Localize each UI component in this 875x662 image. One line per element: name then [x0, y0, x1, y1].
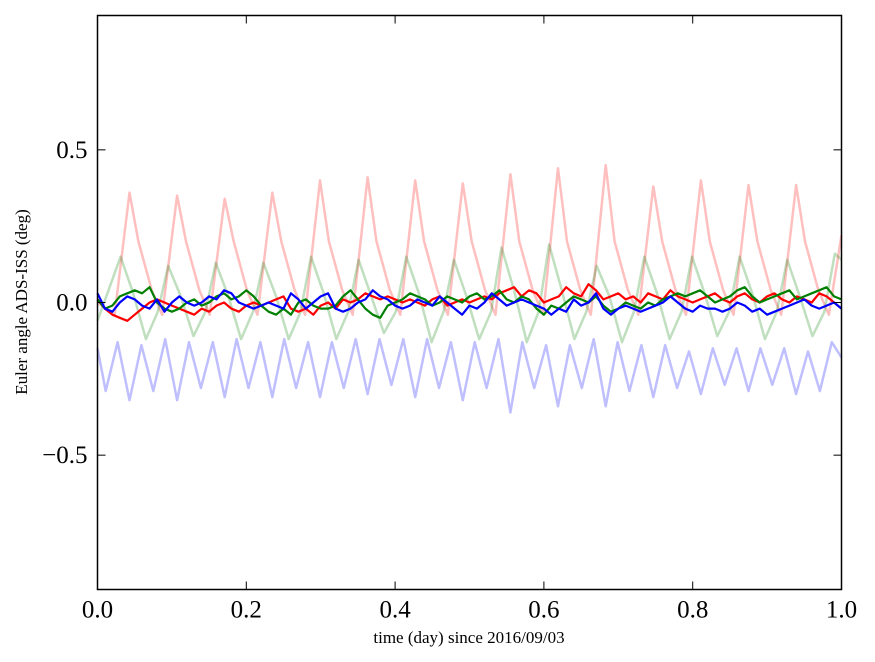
- ticks: 0.0 0.2 0.4 0.6 0.8 1.0 −0.5 0.0 0.5: [42, 15, 857, 624]
- pale-series-line-1: [96, 243, 843, 344]
- x-tick-label: 0.2: [231, 597, 262, 624]
- y-tick-label: −0.5: [42, 442, 87, 469]
- x-tick-label: 0.6: [528, 597, 559, 624]
- pale-series-line-2: [96, 337, 843, 414]
- x-tick-label: 0.4: [379, 597, 411, 624]
- x-tick-label: 0.0: [82, 597, 113, 624]
- pale-series-line-0: [96, 163, 843, 316]
- series-line-0: [96, 283, 843, 322]
- plot-lines: [96, 163, 843, 414]
- series-line-2: [96, 289, 843, 316]
- x-tick-label: 0.8: [677, 597, 708, 624]
- x-tick-label: 1.0: [826, 597, 857, 624]
- y-tick-label: 0.0: [56, 290, 87, 317]
- y-axis-label: Euler angle ADS-ISS (deg): [12, 209, 31, 395]
- x-axis-label: time (day) since 2016/09/03: [373, 628, 564, 647]
- y-tick-label: 0.5: [56, 137, 87, 164]
